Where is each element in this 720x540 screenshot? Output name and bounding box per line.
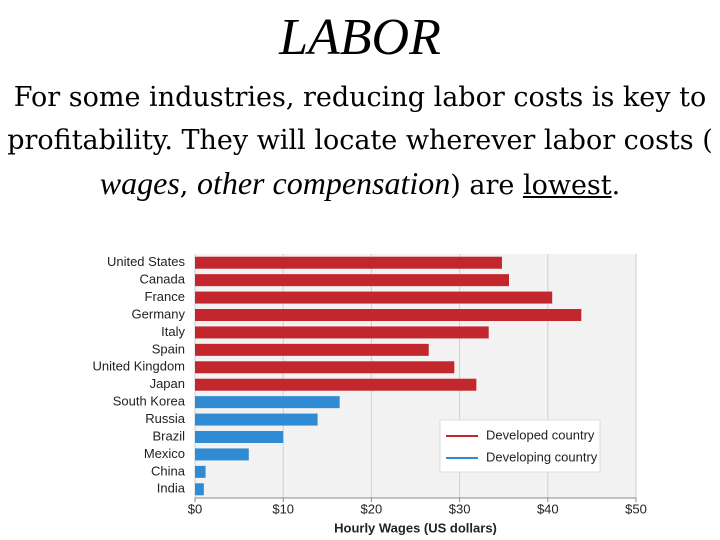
bar	[195, 465, 206, 478]
x-tick-label: $20	[361, 501, 383, 516]
y-tick-label: United States	[107, 254, 186, 269]
x-tick-label: $50	[625, 501, 647, 516]
bar	[195, 256, 502, 269]
x-tick-label: $40	[537, 501, 559, 516]
y-tick-label: Spain	[152, 341, 185, 356]
y-tick-label: India	[157, 481, 186, 496]
y-tick-label: Germany	[132, 306, 186, 321]
bar	[195, 448, 249, 461]
x-tick-label: $0	[188, 501, 202, 516]
y-tick-label: South Korea	[113, 394, 186, 409]
bar	[195, 378, 477, 391]
body-text: lowest	[522, 170, 612, 201]
x-tick-label: $10	[272, 501, 294, 516]
y-tick-label: France	[145, 289, 185, 304]
bar	[195, 326, 489, 339]
body-text: wages	[99, 165, 180, 201]
bar	[195, 396, 340, 409]
body-text: other compensation	[196, 165, 451, 201]
y-tick-label: Mexico	[144, 446, 185, 461]
x-axis-label: Hourly Wages (US dollars)	[334, 520, 497, 535]
y-tick-label: Russia	[145, 411, 186, 426]
slide-title: LABOR	[279, 9, 441, 66]
body-text: .	[611, 170, 621, 201]
bar	[195, 361, 455, 374]
legend-label: Developed country	[486, 427, 595, 442]
bar	[195, 431, 284, 443]
bar	[195, 291, 553, 304]
bar	[195, 309, 582, 321]
body-text: ,	[179, 170, 197, 201]
y-tick-label: United Kingdom	[93, 359, 186, 374]
y-tick-label: Brazil	[152, 428, 185, 443]
x-tick-label: $30	[449, 501, 471, 516]
bar	[195, 274, 509, 287]
bar	[195, 413, 318, 426]
body-text: For some industries, reducing labor cost…	[7, 82, 713, 156]
y-tick-label: Italy	[161, 324, 185, 339]
bar	[195, 343, 429, 356]
body-text: ) are	[450, 170, 523, 201]
slide-body: For some industries, reducing labor cost…	[5, 76, 715, 207]
y-tick-label: Japan	[150, 376, 185, 391]
legend-label: Developing country	[486, 449, 598, 464]
legend-box	[439, 419, 601, 473]
y-tick-label: China	[151, 463, 186, 478]
bar	[195, 483, 204, 496]
y-tick-label: Canada	[139, 272, 185, 287]
